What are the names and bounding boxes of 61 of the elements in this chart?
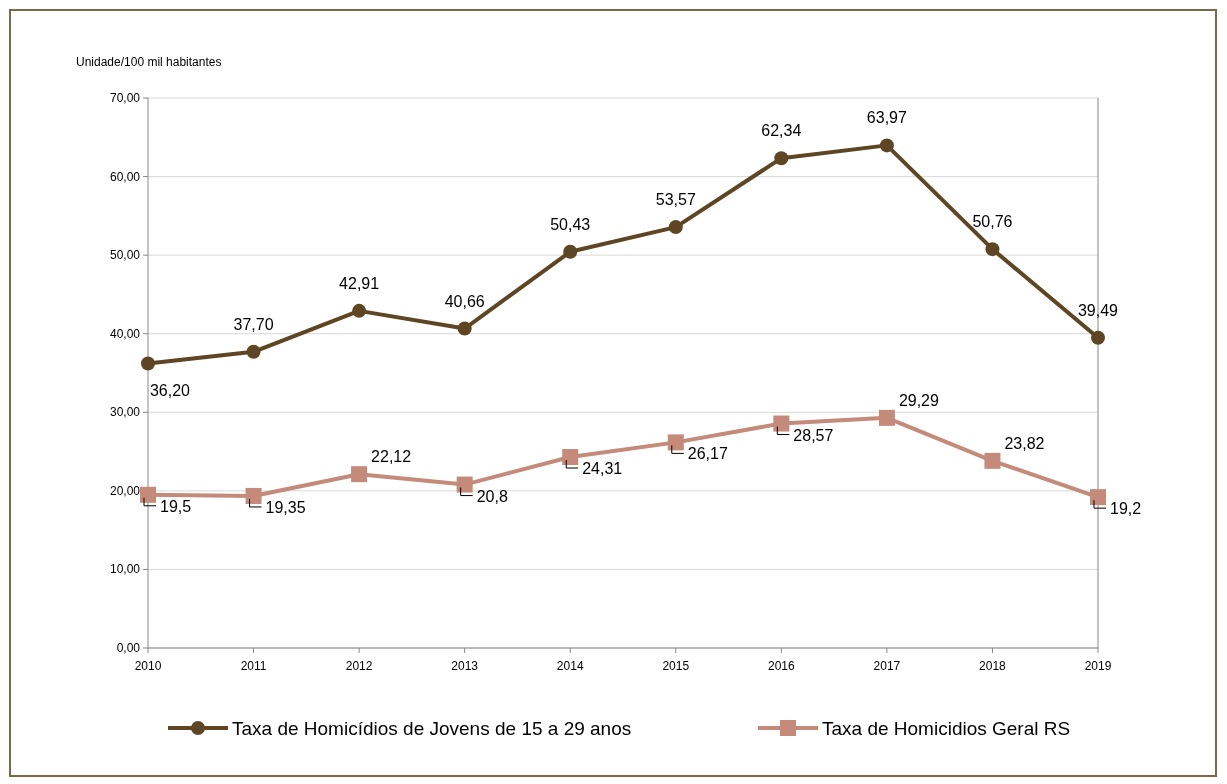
point — [984, 452, 1001, 469]
y-tick-label: 50,00 — [109, 248, 141, 263]
y-tick-label: 20,00 — [109, 483, 141, 498]
point — [140, 486, 156, 503]
data-label: 39,49 — [1077, 301, 1119, 319]
point — [456, 476, 473, 493]
legend-label: Taxa de Homicídios de Jovens de 15 a 29 anos — [232, 718, 632, 739]
data-label: 24,31 — [582, 459, 623, 477]
data-label: 26,17 — [687, 445, 728, 463]
point — [774, 151, 789, 166]
point — [562, 448, 579, 465]
data-label: 50,76 — [972, 213, 1013, 231]
point — [878, 409, 895, 426]
y-tick-label: 40,00 — [109, 326, 141, 341]
y-tick-label: 70,00 — [109, 91, 141, 105]
point — [879, 138, 894, 153]
data-label: 50,43 — [550, 215, 591, 233]
data-label: 37,70 — [233, 315, 274, 333]
data-label: 20,8 — [476, 487, 508, 505]
point — [246, 344, 261, 359]
point — [563, 244, 578, 259]
x-tick-label: 2019 — [1084, 659, 1112, 673]
data-label: 28,57 — [793, 426, 834, 444]
data-label: 36,20 — [149, 381, 191, 399]
y-tick-label: 60,00 — [109, 169, 141, 184]
x-tick-label: 2010 — [134, 659, 162, 673]
data-label: 22,12 — [371, 448, 412, 466]
x-tick-label: 2012 — [345, 659, 373, 673]
point — [245, 487, 262, 504]
data-label: 29,29 — [898, 391, 940, 409]
data-label: 53,57 — [655, 191, 696, 209]
x-tick-label: 2015 — [662, 659, 690, 673]
data-label: 40,66 — [444, 292, 485, 310]
point — [985, 242, 1000, 257]
legend-label: Taxa de Homicidios Geral RS — [822, 718, 1071, 739]
x-tick-label: 2011 — [240, 659, 267, 673]
data-label: 19,35 — [265, 498, 306, 516]
point — [773, 415, 790, 432]
point — [352, 303, 367, 318]
x-tick-label: 2017 — [873, 659, 901, 673]
data-label: 63,97 — [866, 109, 908, 127]
x-tick-label: 2013 — [451, 659, 479, 673]
x-tick-label: 2016 — [767, 659, 795, 673]
data-label: 19,2 — [1110, 500, 1142, 518]
x-tick-label: 2018 — [979, 659, 1007, 673]
y-tick-label: 30,00 — [109, 405, 141, 420]
point — [351, 466, 368, 483]
point — [1091, 330, 1105, 345]
point — [1090, 489, 1106, 506]
data-label: 42,91 — [339, 274, 380, 292]
y-tick-label: 10,00 — [109, 562, 141, 577]
y-axis-title: Unidade/100 mil habitantes — [76, 55, 222, 69]
point — [457, 321, 472, 336]
y-tick-label: 0,00 — [116, 641, 141, 655]
point — [141, 356, 155, 371]
data-label: 19,5 — [160, 497, 192, 515]
point — [667, 434, 684, 451]
point — [668, 220, 683, 235]
x-tick-label: 2014 — [556, 659, 584, 673]
data-label: 23,82 — [1004, 434, 1045, 452]
data-label: 62,34 — [761, 122, 802, 140]
